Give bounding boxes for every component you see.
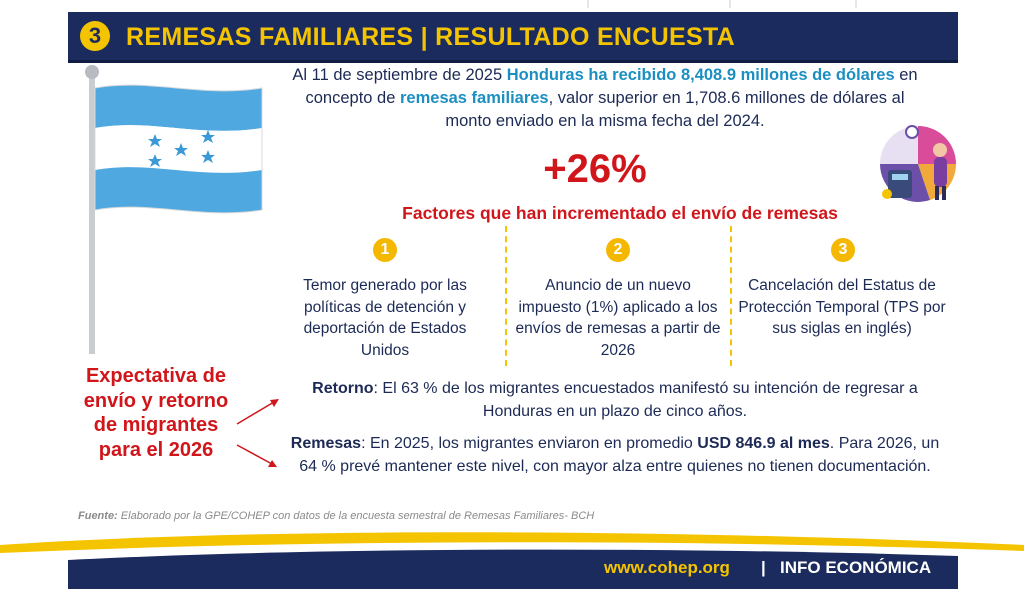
- factor-text: Cancelación del Estatus de Protección Te…: [738, 277, 946, 337]
- factor-text: Anuncio de un nuevo impuesto (1%) aplica…: [515, 277, 721, 359]
- factor-number: 3: [831, 238, 855, 262]
- header-bar: 3 REMESAS FAMILIARES | RESULTADO ENCUEST…: [68, 12, 958, 63]
- flag-outline: [94, 84, 263, 214]
- item-text: : En 2025, los migrantes enviaron en pro…: [361, 435, 698, 452]
- divider: [730, 226, 732, 366]
- intro-emphasis: remesas familiares: [400, 89, 549, 107]
- expectation-label: Expectativa de envío y retorno de migran…: [83, 365, 229, 461]
- intro: Al 11 de septiembre de 2025 Honduras ha …: [292, 64, 918, 133]
- item-lead: Remesas: [290, 435, 362, 452]
- intro-emphasis: Honduras ha recibido 8,408.9 millones de…: [506, 66, 895, 84]
- expectation-item: Retorno: El 63 % de los migrantes encues…: [290, 377, 940, 423]
- footer-bar: [68, 549, 958, 589]
- source-label: Fuente:: [78, 510, 118, 522]
- factor-text: Temor generado por las políticas de dete…: [303, 277, 467, 359]
- intro-text: Al 11 de septiembre de 2025: [292, 66, 507, 84]
- factor-number: 2: [606, 238, 630, 262]
- header-title: REMESAS FAMILIARES | RESULTADO ENCUESTA: [126, 23, 736, 51]
- flag-pole: [89, 74, 95, 354]
- item-text: . Para 2026, un 64 % prevé mantener este…: [299, 435, 940, 475]
- item-emphasis: USD 846.9 al mes: [697, 435, 830, 452]
- footer-section: INFO ECONÓMICA: [780, 558, 932, 577]
- flag: [94, 84, 263, 214]
- intro-text: en concepto de: [305, 66, 918, 107]
- table-remnant: [68, 0, 958, 10]
- flag-pole-top: [85, 65, 99, 79]
- intro-text: , valor superior en 1,708.6 millones de …: [445, 89, 905, 130]
- flag-stripe: [95, 85, 262, 131]
- source: Fuente: Elaborado por la GPE/COHEP con d…: [78, 509, 594, 523]
- arrows: [236, 399, 279, 467]
- header-number: 3: [80, 21, 110, 51]
- item-text: : El 63 % de los migrantes encuestados m…: [373, 380, 918, 420]
- flag-stars: [148, 130, 215, 167]
- highlight: +26%: [543, 147, 647, 191]
- remittance-icon: [880, 125, 956, 202]
- factors-title: Factores que han incrementado el envío d…: [402, 203, 838, 223]
- source-text: Elaborado por la GPE/COHEP con datos de …: [117, 510, 595, 522]
- divider: [505, 226, 507, 366]
- item-lead: Retorno: [312, 380, 374, 397]
- factor-number: 1: [373, 238, 397, 262]
- footer-separator: |: [761, 558, 766, 577]
- footer-url: www.cohep.org: [604, 558, 730, 577]
- expectation-item: Remesas: En 2025, los migrantes enviaron…: [290, 432, 940, 478]
- flag-stripe: [95, 167, 262, 213]
